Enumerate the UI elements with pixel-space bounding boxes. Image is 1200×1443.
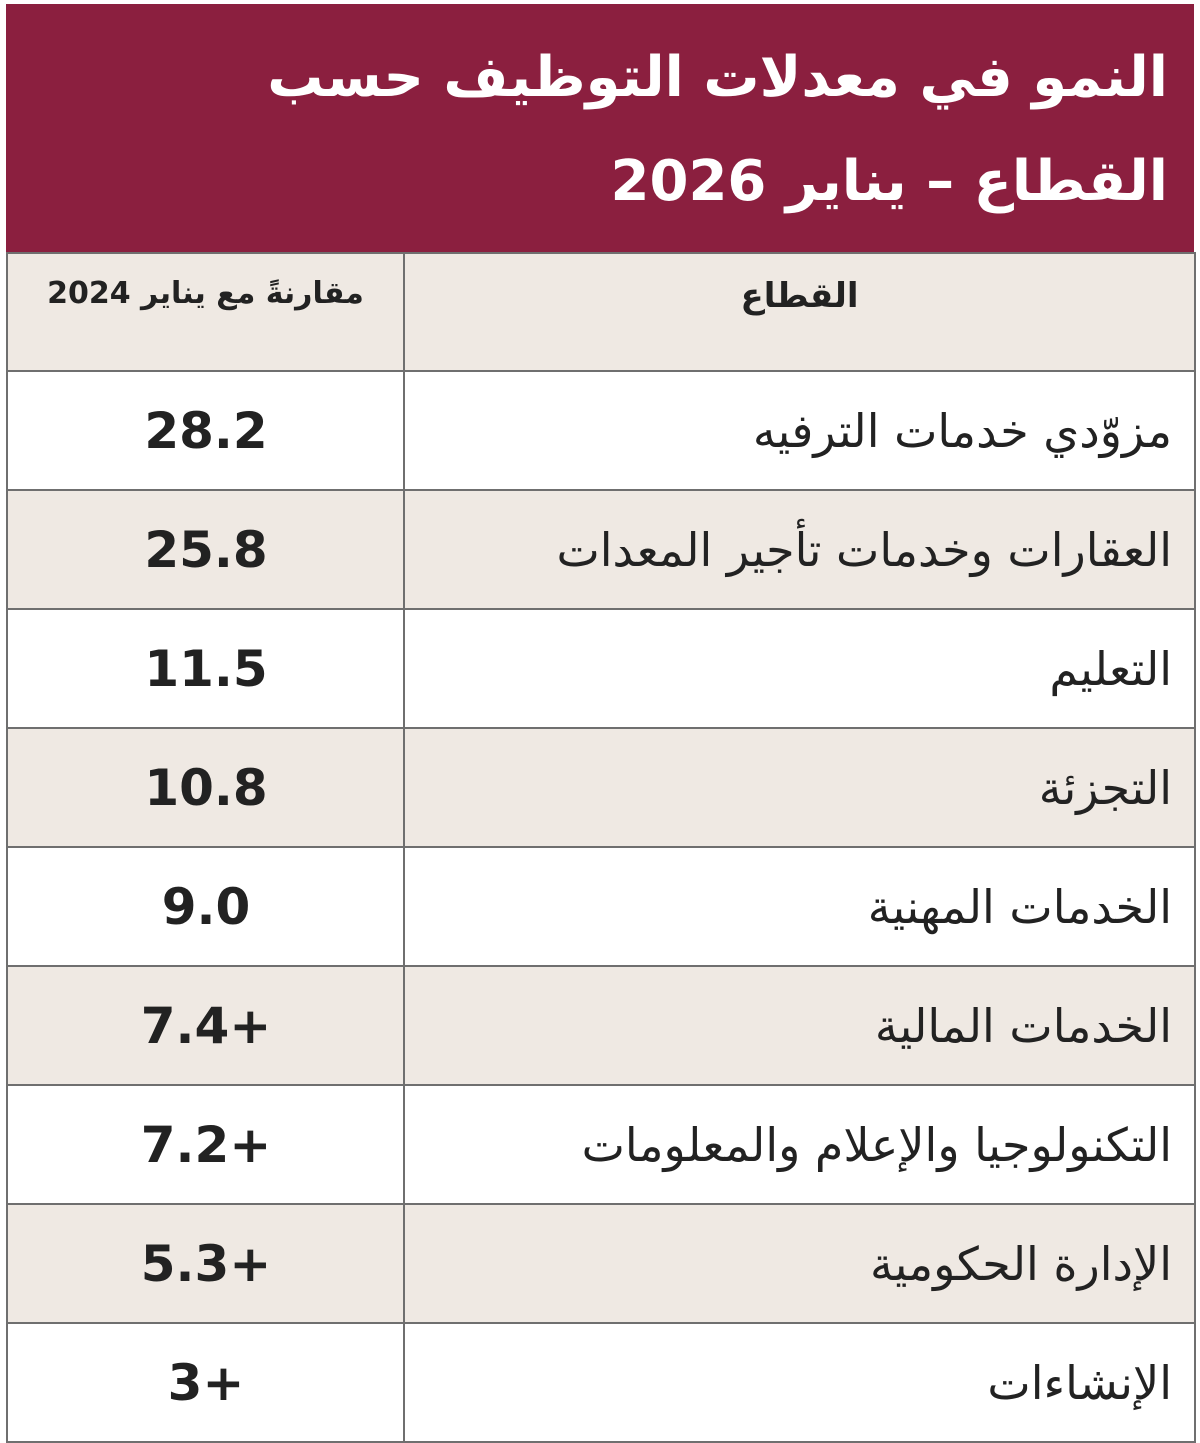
value-cell: 9.0 xyxy=(6,846,405,967)
value-cell: 10.8 xyxy=(6,727,405,848)
table-row: الإنشاءات 3+ xyxy=(6,1322,1196,1443)
sector-cell: التكنولوجيا والإعلام والمعلومات xyxy=(403,1084,1196,1205)
sector-cell: الخدمات المالية xyxy=(403,965,1196,1086)
table-row: الخدمات المالية 7.4+ xyxy=(6,965,1196,1086)
sector-cell: التعليم xyxy=(403,608,1196,729)
sector-cell: مزوّدي خدمات الترفيه xyxy=(403,370,1196,491)
title-line: النمو في معدلات التوظيف حسب xyxy=(267,45,1168,110)
sector-cell: الخدمات المهنية xyxy=(403,846,1196,967)
table-row: التجزئة 10.8 xyxy=(6,727,1196,848)
title-line: القطاع – يناير 2026 xyxy=(610,149,1168,214)
table: القطاع مقارنةً مع يناير 2024 مزوّدي خدما… xyxy=(6,252,1196,1443)
table-row: التعليم 11.5 xyxy=(6,608,1196,729)
value-cell: 28.2 xyxy=(6,370,405,491)
sector-cell: الإنشاءات xyxy=(403,1322,1196,1443)
table-row: العقارات وخدمات تأجير المعدات 25.8 xyxy=(6,489,1196,610)
column-header: القطاع xyxy=(403,252,1196,372)
value-cell: 3+ xyxy=(6,1322,405,1443)
value-cell: 7.2+ xyxy=(6,1084,405,1205)
column-header: مقارنةً مع يناير 2024 xyxy=(6,252,405,372)
value-cell: 25.8 xyxy=(6,489,405,610)
value-cell: 7.4+ xyxy=(6,965,405,1086)
table-row: الإدارة الحكومية 5.3+ xyxy=(6,1203,1196,1324)
header-row: القطاع مقارنةً مع يناير 2024 xyxy=(6,252,1196,372)
sector-cell: التجزئة xyxy=(403,727,1196,848)
value-cell: 11.5 xyxy=(6,608,405,729)
sector-cell: الإدارة الحكومية xyxy=(403,1203,1196,1324)
title-banner: النمو في معدلات التوظيف حسب القطاع – ينا… xyxy=(6,4,1194,252)
sector-cell: العقارات وخدمات تأجير المعدات xyxy=(403,489,1196,610)
table-row: التكنولوجيا والإعلام والمعلومات 7.2+ xyxy=(6,1084,1196,1205)
table-row: مزوّدي خدمات الترفيه 28.2 xyxy=(6,370,1196,491)
table-row: الخدمات المهنية 9.0 xyxy=(6,846,1196,967)
table-body: مزوّدي خدمات الترفيه 28.2 العقارات وخدمات … xyxy=(6,370,1196,1443)
value-cell: 5.3+ xyxy=(6,1203,405,1324)
